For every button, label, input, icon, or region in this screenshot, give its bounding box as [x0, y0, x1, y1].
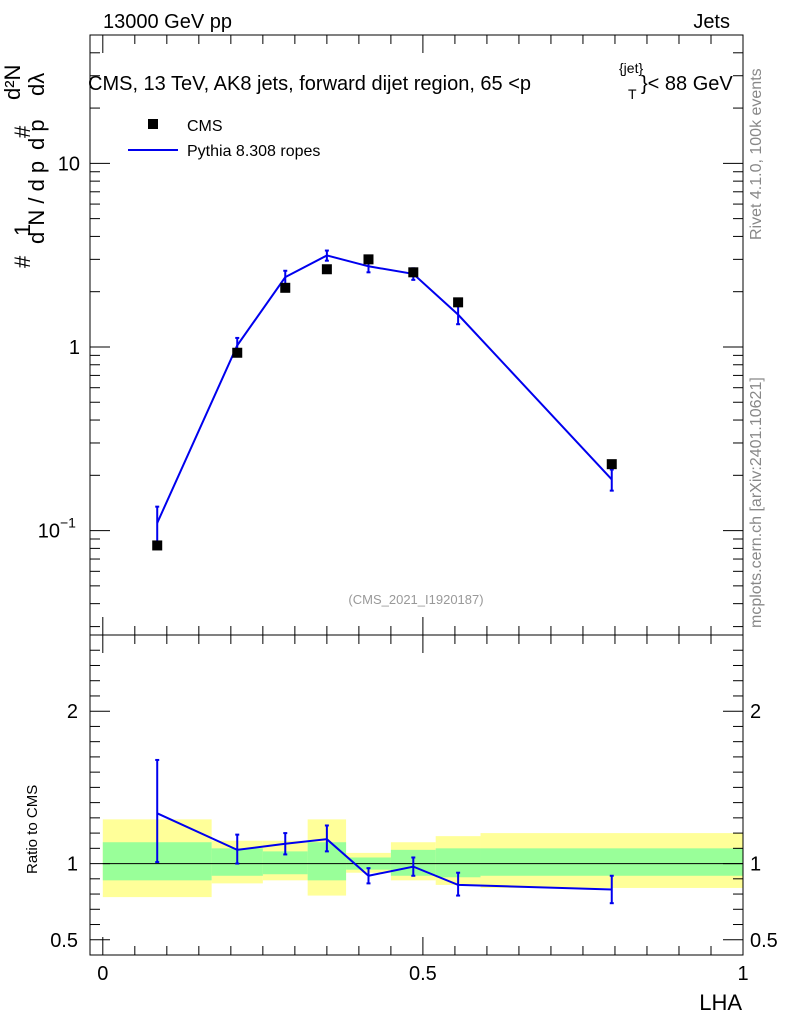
legend: CMS Pythia 8.308 ropes	[128, 118, 320, 160]
analysis-id-annotation: (CMS_2021_I1920187)	[348, 592, 483, 607]
rivet-version-label: Rivet 4.1.0, 100k events	[748, 68, 765, 240]
y-tick-label: 10	[38, 521, 60, 543]
main-data	[152, 249, 617, 551]
ratio-y-axis-title: Ratio to CMS	[24, 785, 41, 874]
svg-text:d p: d p	[24, 119, 49, 150]
cms-data-point	[363, 254, 374, 265]
x-tick-label: 1	[737, 963, 748, 985]
header-jets-label: Jets	[693, 11, 730, 33]
legend-label-pythia: Pythia 8.308 ropes	[187, 143, 320, 160]
mc-line	[156, 254, 613, 524]
svg-text:}< 88 GeV: }< 88 GeV	[641, 73, 733, 95]
svg-text:{jet}: {jet}	[619, 60, 643, 76]
ratio-y-tick-label-left: 2	[67, 701, 78, 723]
y-tick-label: 10	[58, 153, 80, 175]
cms-data-point	[280, 282, 291, 293]
svg-text:dλ: dλ	[24, 73, 49, 96]
ratio-plot-frame	[89, 634, 744, 956]
svg-text:#: #	[10, 125, 35, 138]
cms-data-point	[606, 459, 617, 470]
x-axis-title: LHA	[699, 990, 742, 1015]
cms-data-point	[232, 347, 243, 358]
x-tick-label: 0.5	[409, 963, 437, 985]
main-y-axis-title: # 1 d N / d p # d p d²N dλ	[0, 65, 49, 268]
ratio-axes: 2 21 10.5 0.50 0.5 1	[50, 635, 778, 985]
ratio-y-tick-label-left: 1	[67, 854, 78, 876]
legend-marker-cms	[148, 119, 158, 129]
ratio-bands	[102, 819, 743, 898]
y-tick-label: 1	[69, 337, 80, 359]
svg-text:d²N: d²N	[0, 65, 25, 100]
ratio-y-tick-label-right: 0.5	[750, 930, 778, 952]
plot-title: CMS, 13 TeV, AK8 jets, forward dijet reg…	[88, 60, 733, 102]
cms-data-point	[321, 264, 332, 275]
legend-label-cms: CMS	[187, 118, 223, 135]
svg-text:#: #	[10, 255, 35, 268]
cms-data-point	[453, 297, 464, 308]
cms-data-point	[408, 267, 419, 278]
ratio-y-tick-label-right: 2	[750, 701, 761, 723]
ratio-band-inner	[262, 851, 308, 875]
ratio-line	[156, 812, 612, 891]
cms-data-point	[152, 540, 163, 551]
ratio-data	[155, 758, 614, 905]
svg-text:T: T	[628, 86, 637, 102]
y-tick-label-exponent: −1	[60, 515, 76, 531]
mcplots-label: mcplots.cern.ch [arXiv:2401.10621]	[748, 377, 765, 628]
ratio-y-tick-label-left: 0.5	[50, 930, 78, 952]
svg-text:d N / d p: d N / d p	[24, 161, 49, 244]
header-energy-label: 13000 GeV pp	[103, 11, 232, 33]
ratio-y-tick-label-right: 1	[750, 854, 761, 876]
x-tick-label: 0	[97, 963, 108, 985]
svg-text:1: 1	[10, 224, 35, 236]
svg-text:CMS, 13 TeV, AK8 jets, forward: CMS, 13 TeV, AK8 jets, forward dijet reg…	[88, 73, 531, 95]
ratio-band-inner	[480, 848, 743, 876]
